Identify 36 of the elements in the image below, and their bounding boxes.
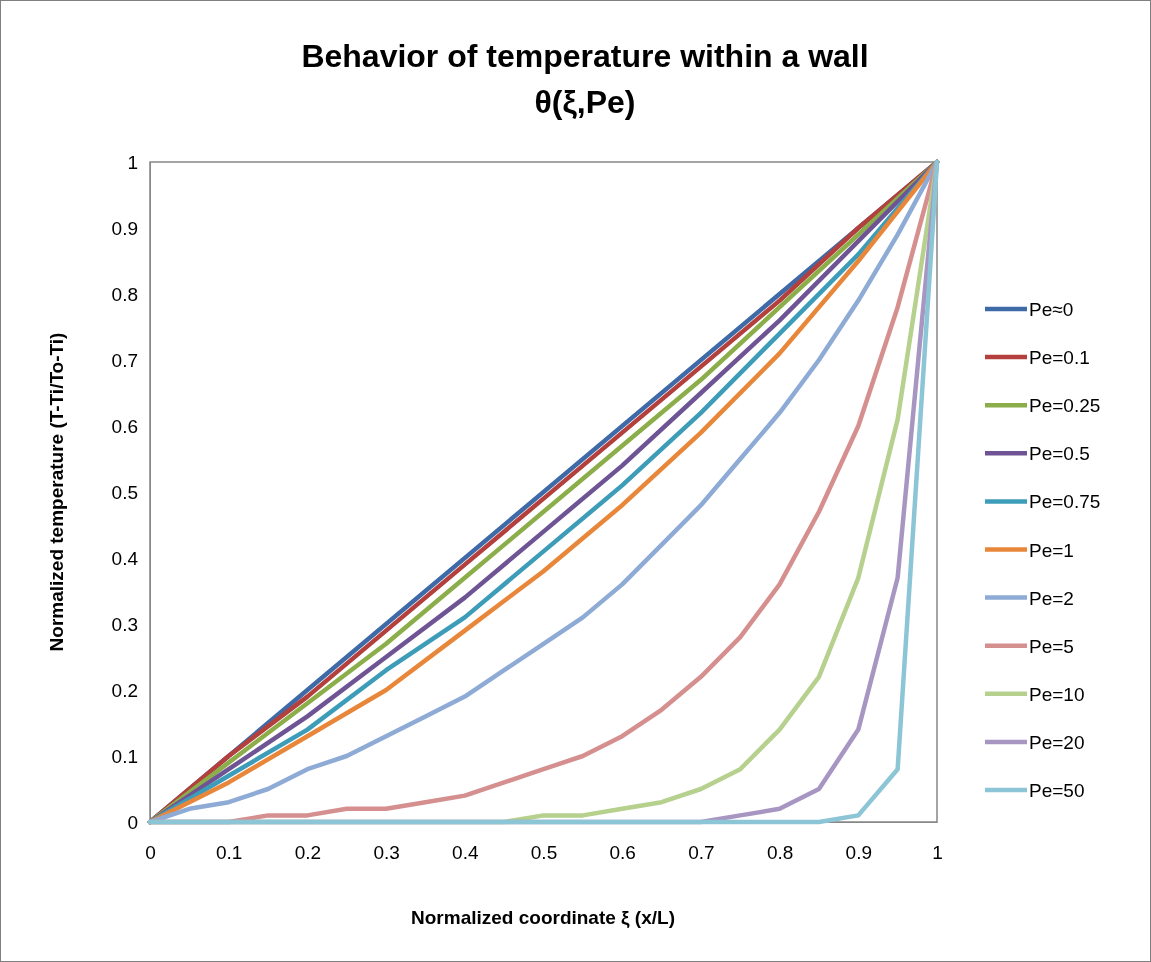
x-tick-label: 0 — [145, 842, 156, 864]
x-tick-label: 0.9 — [845, 842, 873, 864]
y-tick-label: 0.1 — [111, 745, 138, 767]
y-tick-label: 0 — [127, 811, 138, 833]
legend-label: Pe=2 — [1029, 587, 1074, 609]
legend-label: Pe=0.5 — [1029, 443, 1090, 465]
y-tick-label: 0.9 — [111, 217, 138, 239]
legend-label: Pe=5 — [1029, 635, 1074, 657]
y-tick-label: 0.8 — [111, 283, 138, 305]
y-axis-title: Normalized temperature (T-Ti/To-Ti) — [46, 332, 67, 652]
x-tick-label: 0.2 — [294, 842, 322, 864]
x-tick-label: 0.8 — [766, 842, 794, 864]
x-tick-label: 0.6 — [609, 842, 636, 864]
legend-label: Pe=0.25 — [1029, 395, 1101, 417]
x-tick-label: 1 — [932, 842, 943, 864]
legend-label: Pe=0.1 — [1029, 347, 1090, 369]
legend-label: Pe=0.75 — [1029, 491, 1101, 513]
x-tick-label: 0.1 — [215, 842, 243, 864]
legend-label: Pe=50 — [1029, 780, 1085, 801]
legend-label: Pe=20 — [1029, 731, 1085, 753]
x-axis-title: Normalized coordinate ξ (x/L) — [411, 907, 675, 929]
legend-label: Pe=1 — [1029, 539, 1074, 561]
y-tick-label: 1 — [127, 151, 138, 173]
legend-label: Pe≈0 — [1029, 299, 1074, 320]
x-tick-label: 0.7 — [688, 842, 715, 864]
chart-title: Behavior of temperature within a wall θ(ξ,Pe) — [301, 38, 869, 120]
y-tick-label: 0.7 — [111, 349, 138, 371]
y-tick-label: 0.2 — [111, 679, 138, 701]
y-tick-label: 0.5 — [111, 481, 138, 503]
x-tick-label: 0.4 — [452, 842, 479, 864]
y-tick-label: 0.6 — [111, 415, 138, 437]
x-tick-label: 0.5 — [530, 842, 558, 864]
x-tick-label: 0.3 — [373, 842, 400, 864]
y-tick-label: 0.3 — [111, 613, 138, 635]
legend-label: Pe=10 — [1029, 683, 1085, 705]
y-tick-label: 0.4 — [111, 547, 139, 569]
